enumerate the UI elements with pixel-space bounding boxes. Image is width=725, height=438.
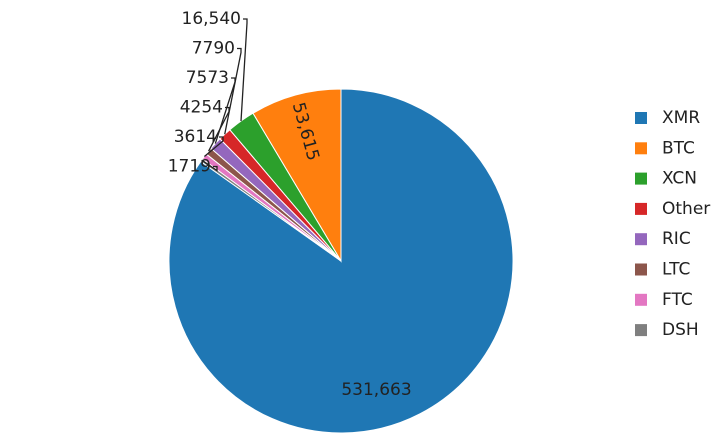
leader-line: [224, 47, 242, 135]
legend-swatch: [635, 112, 647, 124]
pie-slice: [252, 88, 342, 263]
legend-label: Other: [662, 199, 710, 219]
leader-line: [240, 18, 248, 122]
legend-label: XMR: [662, 108, 700, 128]
leader-line: [208, 106, 230, 152]
leader-line: [201, 159, 218, 172]
data-label: 531,663: [341, 380, 411, 400]
data-label: 4254: [180, 98, 223, 118]
data-label: 3614: [174, 127, 217, 147]
data-label: 7573: [186, 68, 229, 88]
data-label: 16,540: [182, 9, 241, 29]
legend-label: DSH: [662, 320, 699, 340]
legend-label: LTC: [662, 260, 690, 280]
leader-line: [203, 136, 224, 158]
leader-line: [214, 77, 236, 144]
legend-swatch: [635, 172, 647, 185]
legend-swatch: [635, 324, 647, 337]
data-label: 7790: [192, 39, 235, 59]
legend-swatch: [635, 293, 647, 306]
legend-swatch: [635, 233, 647, 246]
legend-label: FTC: [662, 290, 693, 310]
legend-swatch: [635, 202, 647, 215]
legend-label: RIC: [662, 229, 691, 249]
data-label: 1719: [168, 157, 211, 177]
legend-label: XCN: [662, 169, 697, 189]
legend-swatch: [635, 263, 647, 276]
legend-label: BTC: [662, 138, 695, 158]
legend-swatch: [635, 142, 647, 155]
